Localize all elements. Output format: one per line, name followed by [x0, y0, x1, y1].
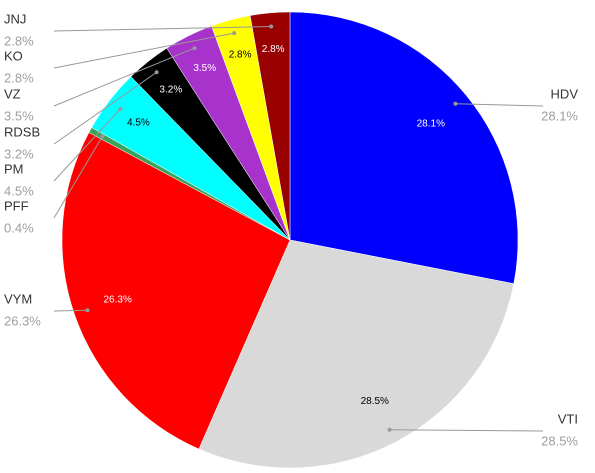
- legend-name: VYM: [4, 291, 32, 306]
- leader-dot: [100, 134, 105, 139]
- inner-label: 2.8%: [229, 50, 252, 61]
- leader-line: [53, 136, 103, 219]
- leader-dot: [453, 101, 458, 106]
- leader-line: [53, 32, 235, 69]
- leader-line: [53, 108, 121, 182]
- legend-name: PM: [4, 161, 24, 176]
- legend-value: 0.4%: [4, 220, 34, 235]
- legend-name: JNJ: [4, 11, 26, 26]
- leader-dot: [154, 70, 159, 75]
- leader-dot: [192, 46, 197, 51]
- legend-value: 2.8%: [4, 70, 34, 85]
- legend-value: 2.8%: [4, 33, 34, 48]
- legend-name: RDSB: [4, 124, 40, 139]
- leader-dot: [232, 31, 237, 36]
- leader-line: [389, 429, 544, 432]
- leader-dot: [269, 24, 274, 29]
- inner-label: 28.5%: [361, 396, 389, 407]
- legend-value: 3.5%: [4, 108, 34, 123]
- pie-slice: [198, 239, 515, 469]
- inner-label: 26.3%: [104, 294, 132, 305]
- inner-label: 4.5%: [127, 118, 150, 129]
- inner-label: 3.2%: [159, 85, 182, 96]
- leader-dot: [85, 308, 90, 313]
- legend-name: PFF: [4, 198, 29, 213]
- legend-name: HDV: [551, 86, 579, 101]
- legend-value: 4.5%: [4, 183, 34, 198]
- leader-line: [53, 47, 195, 107]
- legend-value: 26.3%: [4, 313, 41, 328]
- pie-slice: [289, 11, 519, 285]
- leader-line: [53, 309, 88, 312]
- legend-name: VTI: [558, 411, 578, 426]
- legend-name: KO: [4, 48, 23, 63]
- leader-line: [455, 103, 544, 107]
- leader-line: [53, 26, 272, 32]
- legend-value: 3.2%: [4, 146, 34, 161]
- inner-label: 2.8%: [262, 44, 285, 55]
- leader-dot: [387, 427, 392, 432]
- leader-dot: [118, 107, 123, 112]
- legend-name: VZ: [4, 86, 21, 101]
- leader-line: [53, 71, 157, 145]
- legend-value: 28.5%: [541, 433, 578, 448]
- pie-slice: [61, 132, 291, 450]
- inner-label: 28.1%: [417, 119, 445, 130]
- inner-label: 3.5%: [193, 63, 216, 74]
- legend-value: 28.1%: [541, 108, 578, 123]
- pie-slice: [249, 11, 291, 241]
